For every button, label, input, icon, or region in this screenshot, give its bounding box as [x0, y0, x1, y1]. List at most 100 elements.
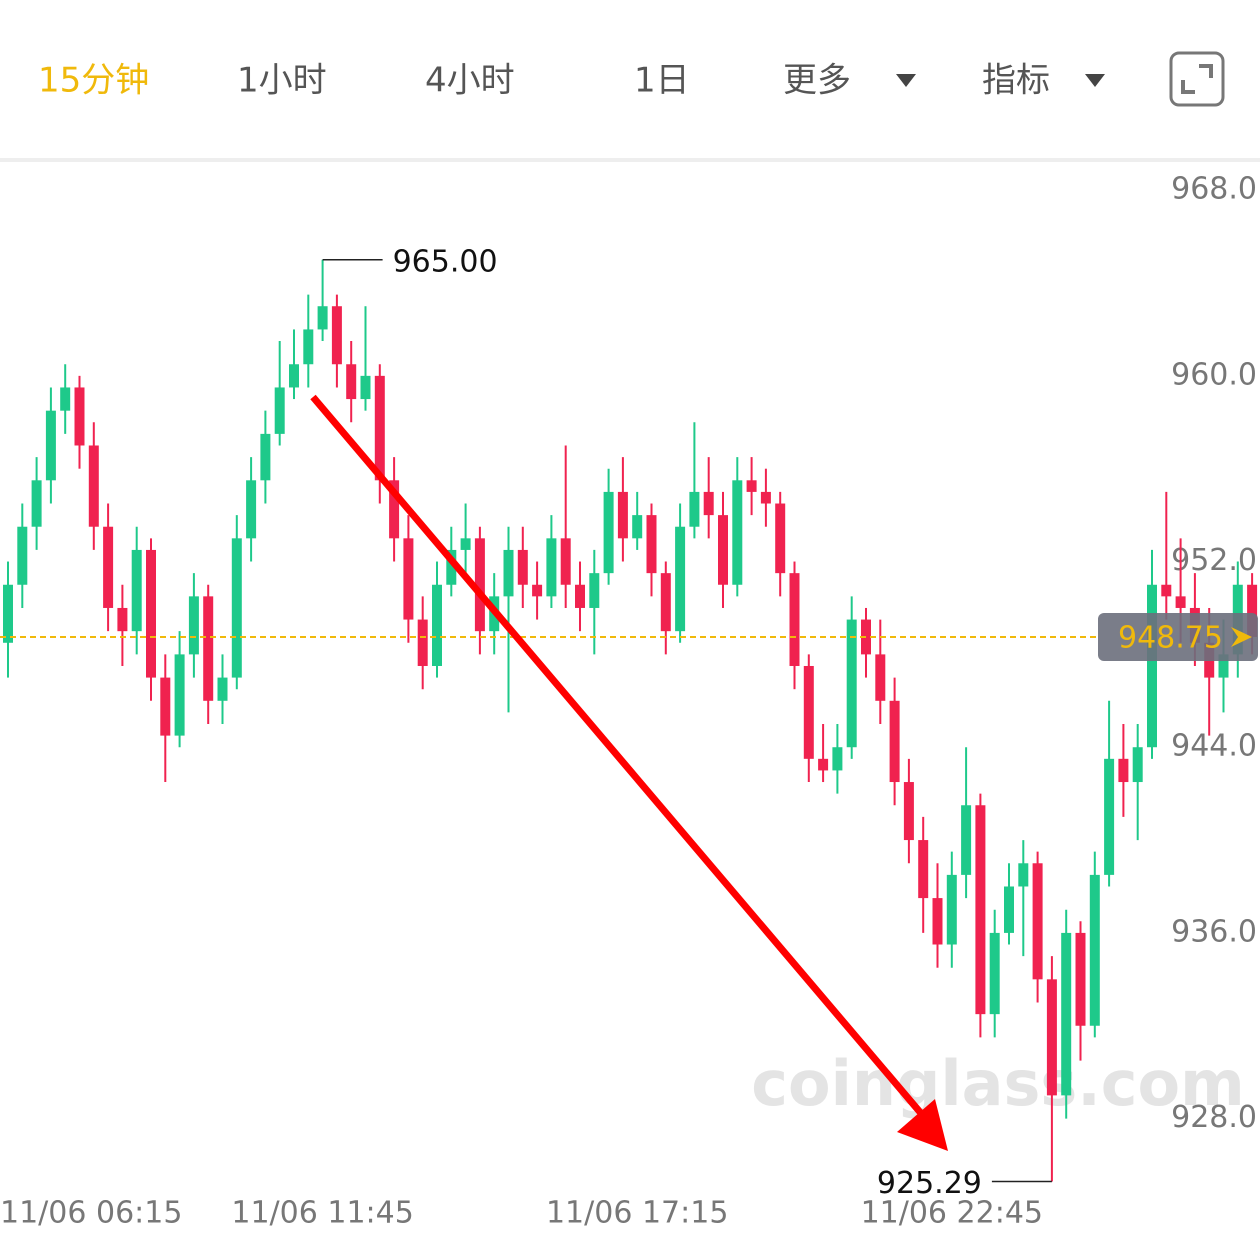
candle-body: [203, 596, 214, 701]
y-tick-label: 928.0: [1171, 1100, 1257, 1135]
candle-body: [646, 515, 657, 574]
candle-body: [174, 654, 185, 736]
candle-body: [975, 805, 986, 1015]
candle-body: [1032, 863, 1043, 980]
candle-body: [260, 433, 271, 481]
candle-body: [188, 596, 199, 655]
candle-body: [946, 874, 957, 945]
candle-body: [31, 480, 42, 527]
candle-body: [446, 549, 457, 585]
separator: [0, 158, 1260, 162]
candle-body: [746, 480, 757, 492]
tab[interactable]: 指标: [982, 61, 1050, 101]
min-label: 925.29: [877, 1166, 982, 1201]
candle-body: [503, 549, 514, 597]
candle-body: [732, 480, 743, 585]
y-tick-label: 944.0: [1171, 729, 1257, 764]
candle-body: [789, 573, 800, 666]
candle-body: [689, 491, 700, 527]
candle-body: [603, 491, 614, 574]
x-tick-label: 11/06 06:15: [0, 1196, 182, 1231]
candle-body: [474, 538, 485, 632]
candle-body: [875, 654, 886, 701]
candle-body: [74, 387, 85, 446]
candle-body: [17, 526, 28, 585]
candle-body: [60, 387, 71, 411]
last-price-arrow: [1231, 626, 1252, 647]
candle-body: [546, 538, 557, 597]
candle-body: [1175, 596, 1186, 608]
candle-body: [1004, 886, 1014, 933]
candle-body: [775, 503, 786, 574]
candle-body: [403, 538, 414, 620]
fullscreen-icon: [1181, 64, 1213, 94]
candle-body: [675, 526, 686, 632]
y-tick-label: 952.0: [1171, 543, 1257, 578]
x-tick-label: 11/06 17:15: [546, 1196, 728, 1231]
candle-body: [331, 306, 342, 365]
candle-body: [1089, 874, 1100, 1026]
tab[interactable]: 1日: [634, 61, 690, 101]
candle-body: [1147, 584, 1157, 748]
candle-body: [1218, 654, 1229, 678]
y-tick-label: 960.0: [1171, 357, 1257, 392]
candle-body: [117, 607, 128, 632]
dropdown-icon[interactable]: [1085, 74, 1105, 87]
x-tick-label: 11/06 11:45: [231, 1196, 413, 1231]
candle-body: [760, 491, 771, 504]
y-tick-label: 968.0: [1171, 172, 1257, 207]
candle-body: [1247, 584, 1258, 637]
dropdown-icon[interactable]: [896, 74, 916, 87]
candle-body: [660, 573, 671, 632]
tab[interactable]: 15分钟: [38, 61, 149, 101]
candle-body: [303, 329, 314, 365]
candle-body: [289, 364, 299, 388]
candle-body: [1075, 932, 1086, 1026]
candle-body: [1061, 932, 1072, 1096]
candle-body: [346, 364, 357, 400]
candle-body: [460, 538, 471, 550]
candle-body: [360, 375, 371, 400]
candle-body: [374, 375, 385, 481]
y-tick-label: 936.0: [1171, 914, 1257, 949]
candle-body: [617, 491, 628, 539]
max-label: 965.00: [393, 244, 498, 279]
candle-body: [131, 549, 142, 632]
tab[interactable]: 更多: [783, 61, 851, 101]
candle-body: [532, 584, 543, 597]
candle-body: [3, 584, 13, 643]
last-price-tag: [1098, 612, 1258, 661]
candle-body: [45, 410, 56, 481]
candle-body: [832, 747, 843, 771]
candle-body: [575, 584, 585, 608]
watermark: coinglass.com: [751, 1047, 1245, 1120]
candle-body: [317, 306, 328, 330]
candle-body: [1018, 863, 1029, 887]
arrow-line: [310, 394, 928, 1121]
last-price-label: 948.75: [1118, 620, 1223, 655]
candle-body: [989, 932, 1000, 1015]
candle-body: [517, 549, 528, 585]
candle-body: [1118, 758, 1129, 783]
candle-body: [961, 805, 972, 875]
candle-body: [703, 491, 714, 516]
candle-body: [1104, 758, 1115, 875]
candle-body: [88, 445, 99, 527]
candle-body: [918, 840, 929, 899]
candle-body: [1161, 584, 1172, 597]
tab[interactable]: 1小时: [237, 61, 327, 101]
candle-body: [217, 677, 228, 701]
x-tick-label: 11/06 22:45: [861, 1196, 1043, 1231]
candle-body: [274, 387, 285, 434]
candle-body: [146, 549, 156, 678]
fullscreen-button[interactable]: [1169, 51, 1225, 107]
candle-body: [818, 758, 829, 771]
tab[interactable]: 4小时: [425, 61, 515, 101]
candle-body: [803, 665, 814, 759]
candle-body: [903, 782, 914, 841]
chart: coinglass.com 968.0 960.0 952.0 944.0 936.0 92…: [0, 172, 1258, 1231]
candle-body: [160, 677, 171, 736]
candle-body: [560, 538, 571, 585]
candle-body: [718, 515, 728, 585]
candle-body: [231, 538, 242, 678]
